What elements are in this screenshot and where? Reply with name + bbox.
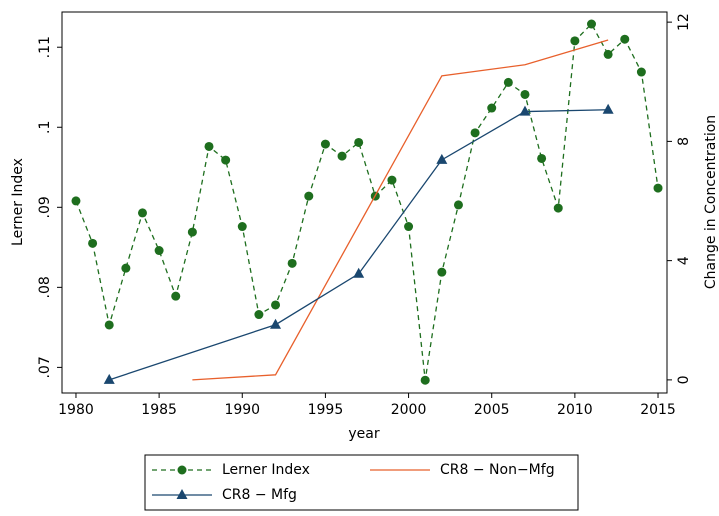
y2-tick-label: 12 [676, 13, 692, 31]
data-point [503, 77, 513, 87]
data-point [320, 139, 330, 149]
data-point [520, 89, 530, 99]
series-line [109, 109, 609, 381]
legend-label: CR8 − Non−Mfg [440, 462, 555, 478]
y-tick-label: .09 [37, 196, 53, 218]
data-point [287, 258, 297, 268]
data-point [470, 128, 480, 138]
x-tick-label: 1995 [308, 402, 344, 418]
x-tick-label: 1990 [224, 402, 260, 418]
data-point [337, 151, 347, 161]
data-point [187, 227, 197, 237]
data-point [103, 373, 115, 384]
data-point [387, 175, 397, 185]
y-tick-label: .1 [37, 121, 53, 134]
data-point [270, 318, 282, 329]
data-point [271, 300, 281, 310]
data-point [570, 36, 580, 46]
data-point [436, 153, 448, 164]
series-line [75, 22, 659, 381]
y2-axis-label: Change in Concentration [703, 115, 719, 289]
data-point [204, 141, 214, 151]
x-axis-label: year [348, 426, 379, 442]
data-point [519, 105, 531, 116]
data-point [171, 291, 181, 301]
data-point [354, 137, 364, 147]
data-point [636, 67, 646, 77]
plot-frame [61, 11, 668, 394]
series-line [192, 39, 609, 381]
y2-tick-label: 0 [676, 375, 692, 384]
legend-marker [177, 465, 187, 475]
data-point [620, 34, 630, 44]
x-tick-label: 2005 [474, 402, 510, 418]
legend-label: Lerner Index [222, 462, 310, 478]
data-point [487, 103, 497, 113]
y-tick-label: .11 [37, 36, 53, 58]
data-point [121, 263, 131, 273]
data-point [137, 208, 147, 218]
data-point [104, 320, 114, 330]
y-tick-label: .08 [37, 276, 53, 298]
y2-tick-label: 4 [676, 256, 692, 265]
data-point [553, 203, 563, 213]
data-point [237, 222, 247, 232]
x-tick-label: 2000 [391, 402, 427, 418]
data-point [653, 183, 663, 193]
data-point [88, 238, 98, 248]
data-point [254, 310, 264, 320]
data-point [420, 375, 430, 385]
data-point [221, 155, 231, 165]
data-point [404, 222, 414, 232]
y-tick-label: .07 [37, 356, 53, 378]
data-point [71, 196, 81, 206]
data-point [453, 200, 463, 210]
y2-tick-label: 8 [676, 137, 692, 146]
data-point [437, 267, 447, 277]
legend-marker [176, 489, 188, 499]
data-point [353, 267, 365, 278]
data-point [537, 153, 547, 163]
x-tick-label: 1985 [141, 402, 177, 418]
data-point [154, 246, 164, 256]
x-tick-label: 2010 [557, 402, 593, 418]
y-axis-label: Lerner Index [10, 158, 26, 246]
data-point [603, 49, 613, 59]
x-tick-label: 2015 [640, 402, 676, 418]
legend-box [144, 454, 579, 511]
data-point [586, 19, 596, 29]
data-point [304, 191, 314, 201]
data-point [602, 103, 614, 114]
legend-label: CR8 − Mfg [222, 487, 297, 503]
x-tick-label: 1980 [58, 402, 94, 418]
